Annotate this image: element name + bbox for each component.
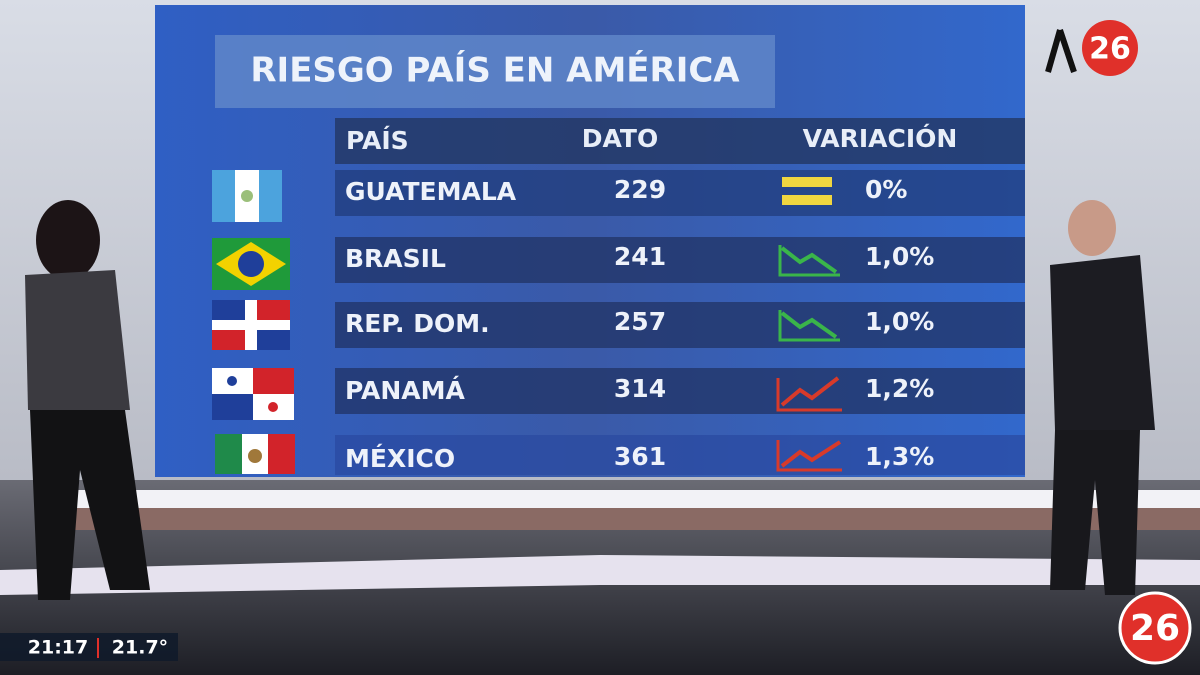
country: BRASIL	[345, 244, 446, 273]
risk-value: 361	[614, 442, 666, 471]
ticker-bar	[0, 633, 178, 661]
trend-up-axis	[776, 378, 842, 412]
trend-down	[780, 246, 838, 274]
variation: 1,0%	[865, 307, 934, 336]
risk-value: 257	[614, 307, 666, 336]
trend-down	[780, 311, 838, 339]
flag-guatemala	[212, 170, 282, 222]
trend-equal	[782, 177, 832, 205]
country: MÉXICO	[345, 444, 455, 473]
risk-value: 229	[614, 175, 666, 204]
variation: 1,2%	[865, 374, 934, 403]
trend-down-axis	[778, 245, 840, 277]
title: RIESGO PAÍS EN AMÉRICA	[250, 50, 740, 91]
risk-value: 314	[614, 374, 666, 403]
flag-mexico	[215, 434, 295, 474]
flag-brasil	[212, 238, 290, 290]
presenter-right	[1050, 200, 1155, 595]
corner-logo: 26	[1130, 608, 1180, 649]
flag-panama	[212, 368, 294, 420]
ticker-separator	[97, 638, 99, 658]
stage-edge	[60, 508, 1200, 530]
trend-up	[780, 440, 842, 468]
risk-value: 241	[614, 242, 666, 271]
trend-up-axis	[776, 440, 842, 472]
row-band	[335, 237, 1025, 283]
header: DATO	[582, 124, 658, 153]
ticker-temperature: 21.7°	[112, 637, 168, 659]
country: GUATEMALA	[345, 177, 517, 206]
country: PANAMÁ	[345, 376, 466, 405]
header: PAÍS	[346, 126, 409, 155]
variation: 0%	[865, 175, 907, 204]
variation: 1,0%	[865, 242, 934, 271]
rows	[335, 170, 1025, 475]
header-row	[335, 118, 1025, 164]
title-box	[215, 35, 775, 108]
logo-circle	[1082, 20, 1138, 76]
channel-logo: 26	[1089, 32, 1131, 67]
row-band	[335, 368, 1025, 414]
row-band	[335, 170, 1025, 216]
country: REP. DOM.	[345, 309, 490, 338]
stage-light	[60, 490, 1200, 508]
presenter-left	[25, 200, 150, 600]
logo-circle	[1118, 591, 1192, 665]
trend-up	[780, 376, 840, 407]
table-cells: GUATEMALA 229 0% BRASIL 241 1,0% REP. DOM. 257 1…	[345, 175, 934, 473]
ticker-time: 21:17	[28, 637, 88, 659]
variation: 1,3%	[865, 442, 934, 471]
row-band	[335, 302, 1025, 348]
flag-rep-dom	[212, 300, 290, 350]
row-band	[335, 435, 1025, 475]
stage-light	[0, 555, 1200, 595]
trend-down-axis	[778, 310, 840, 342]
header: VARIACIÓN	[803, 123, 958, 153]
mourning-ribbon	[1045, 29, 1077, 73]
